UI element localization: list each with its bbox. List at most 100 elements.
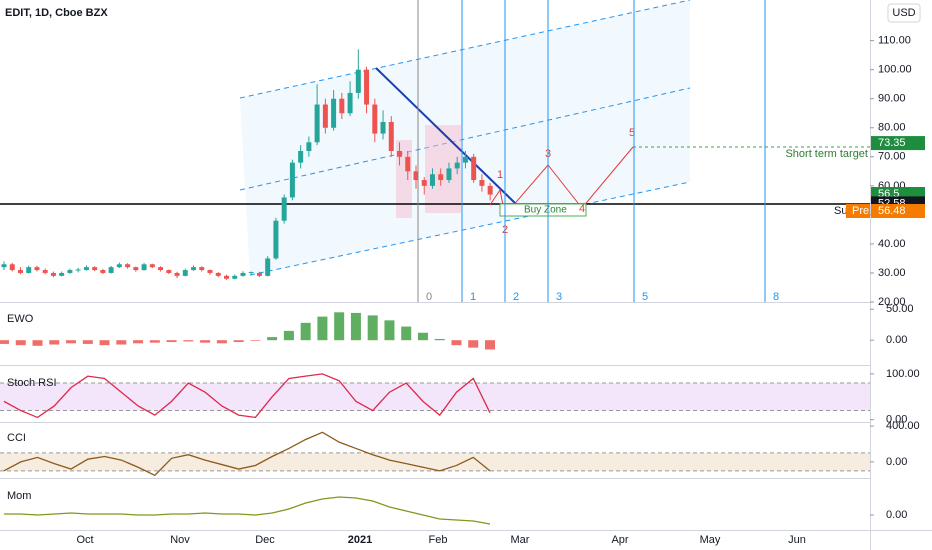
candle-body [232, 275, 238, 279]
ewo-bar [133, 340, 144, 344]
currency[interactable]: USD [892, 7, 915, 19]
y-tick-label: 30.00 [878, 267, 906, 279]
candle-body [446, 168, 452, 181]
candle-body [405, 156, 411, 172]
panel-name: Mom [7, 490, 31, 502]
candle-body [256, 272, 262, 276]
y-tick-label: 0.00 [886, 509, 907, 521]
ewo-bar [401, 326, 412, 341]
x-tick-label: May [700, 534, 721, 546]
time-zone-label: 2 [513, 291, 519, 303]
indicator-line [3, 431, 491, 477]
time-zone-label: 3 [556, 291, 562, 303]
x-tick-label: Dec [255, 534, 275, 546]
candle-body [34, 267, 40, 271]
candle-body [273, 220, 279, 259]
candle-body [454, 162, 460, 169]
candle-body [67, 270, 73, 273]
currency-button[interactable] [887, 3, 921, 23]
ewo-bar [384, 320, 395, 341]
candle-body [306, 142, 312, 151]
target-label: Short term target [785, 148, 868, 160]
price-badge [871, 136, 925, 151]
candle-body [347, 92, 353, 114]
x-tick-label: 2021 [348, 534, 372, 546]
candle-body [372, 104, 378, 134]
ewo-bar [350, 312, 361, 341]
box [425, 125, 461, 213]
time-zone-label: 5 [642, 291, 648, 303]
candle-body [331, 98, 337, 128]
candle-body [223, 275, 229, 279]
ewo-bar [250, 340, 261, 341]
ewo-bar [82, 340, 93, 344]
candle-body [174, 272, 180, 276]
ewo-bar [300, 322, 311, 341]
ewo-bar [49, 340, 60, 345]
ewo-bar [267, 337, 278, 341]
y-tick-label: 0.00 [886, 334, 907, 346]
candle-body [314, 104, 320, 143]
ewo-bar [32, 340, 43, 346]
channel-top [239, 0, 691, 99]
candle-body [92, 267, 98, 271]
candle-body [355, 69, 361, 93]
candle-body [83, 267, 89, 271]
candle-body [141, 264, 147, 271]
ewo-bar [367, 315, 378, 341]
channel-bottom [249, 181, 691, 276]
wave-label: 5 [629, 127, 635, 139]
ewo-bar [99, 340, 110, 346]
candle-body [487, 185, 493, 195]
candle-body [215, 272, 221, 276]
buy-zone-box [499, 203, 587, 217]
candle-body [207, 270, 213, 273]
y-tick-label: 70.00 [878, 151, 906, 163]
ewo-bar [116, 340, 127, 345]
candle-body [289, 162, 295, 198]
ewo-bar [15, 340, 26, 346]
ewo-bar [200, 340, 211, 343]
price-badge-label: 73.35 [878, 137, 906, 149]
band [0, 452, 870, 471]
band [0, 383, 870, 411]
indicator-line [4, 496, 491, 525]
ewo-bar [451, 340, 462, 346]
wave-path [489, 146, 634, 217]
candle-body [149, 264, 155, 268]
panel-name: CCI [7, 432, 26, 444]
title: EDIT, 1D, Cboe BZX [5, 7, 108, 19]
candle-body [421, 180, 427, 186]
y-tick-label: 80.00 [878, 122, 906, 134]
y-tick-label: 20.00 [878, 296, 906, 308]
candle-body [17, 270, 23, 273]
candle-body [265, 258, 271, 276]
candle-body [199, 267, 205, 271]
buy-zone-label: Buy Zone [524, 205, 567, 216]
ewo-bar [434, 338, 445, 341]
candle-body [281, 197, 287, 221]
y-tick-label: 0.00 [886, 456, 907, 468]
candle-body [429, 174, 435, 186]
x-tick-label: Oct [76, 534, 93, 546]
ewo-bar [417, 332, 428, 341]
candle-body [479, 180, 485, 186]
x-tick-label: Nov [170, 534, 190, 546]
trend-line [375, 67, 517, 205]
channel-mid [239, 87, 691, 191]
y-tick-label: 50.00 [886, 303, 914, 315]
candle-body [191, 267, 197, 271]
candle-body [50, 272, 56, 276]
time-zone-label: 0 [426, 291, 432, 303]
ewo-bar [216, 340, 227, 344]
panel-name: Stoch RSI [7, 377, 57, 389]
panel-name: EWO [7, 313, 34, 325]
candle-body [248, 272, 254, 274]
candle-body [438, 174, 444, 181]
y-tick-label: 400.00 [886, 420, 920, 432]
candle-body [158, 267, 164, 271]
candle-body [108, 267, 114, 273]
candle-body [166, 270, 172, 273]
candle-body [413, 171, 419, 181]
x-tick-label: Apr [611, 534, 628, 546]
